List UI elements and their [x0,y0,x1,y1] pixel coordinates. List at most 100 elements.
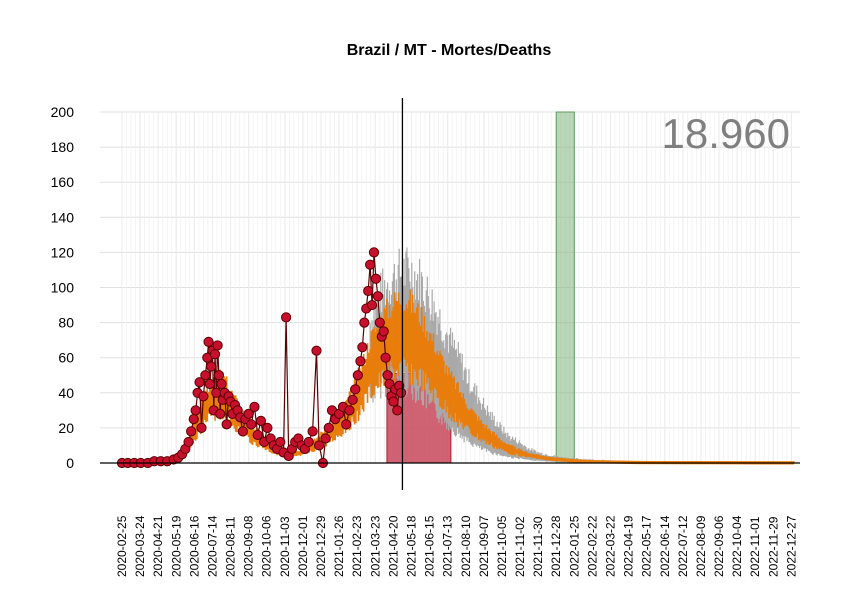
data-point [303,436,314,448]
data-point [359,317,370,328]
x-tick-label: 2022-12-27 [784,515,798,577]
data-point [307,426,318,437]
data-point [237,426,248,437]
data-point [246,419,257,430]
x-tick-label: 2020-08-11 [224,516,238,577]
x-tick-label: 2022-10-04 [730,515,744,577]
data-point [352,370,363,381]
data-point [378,326,389,337]
data-point [388,396,399,407]
x-tick-label: 2022-11-29 [766,516,780,577]
x-tick-label: 2020-05-19 [169,515,183,577]
x-tick-label: 2022-07-12 [676,515,690,577]
x-tick-label: 2021-03-23 [368,515,382,577]
y-tick-label: 60 [58,350,74,366]
data-point [194,377,205,388]
y-tick-label: 0 [66,455,74,471]
x-tick-label: 2020-09-08 [242,515,256,577]
data-point [215,408,226,419]
data-point [188,414,199,425]
x-tick-label: 2022-11-01 [748,516,762,577]
data-point [347,394,358,405]
x-tick-label: 2022-02-22 [585,515,599,577]
x-tick-label: 2021-07-13 [441,515,455,577]
y-tick-label: 200 [51,104,75,120]
data-point [365,259,376,270]
data-point [370,273,382,284]
data-point [396,387,407,398]
axes [100,98,800,490]
data-point [255,415,267,426]
data-point [350,384,361,395]
data-point [183,436,194,448]
y-tick-label: 120 [51,244,75,260]
data-point [281,312,292,323]
x-tick-label: 2021-10-05 [495,515,509,577]
data-point [355,356,366,367]
x-tick-label: 2022-09-06 [712,515,726,577]
y-axis-ticks: 0 20 40 60 80 100 120 140 160 180 200 [51,104,75,471]
data-point [190,405,201,416]
data-point [249,401,260,412]
data-point [186,426,197,437]
data-point [344,405,355,416]
y-tick-label: 40 [58,385,74,401]
data-point [374,317,385,328]
data-point [204,378,215,390]
x-tick-label: 2021-01-26 [332,515,346,577]
y-tick-label: 80 [58,315,74,331]
data-point [363,285,374,297]
data-point [200,370,211,381]
data-point [341,419,352,430]
x-tick-label: 2020-11-03 [278,516,292,577]
x-tick-label: 2020-07-14 [205,515,219,577]
data-point [382,370,393,381]
x-tick-label: 2021-12-28 [549,515,563,577]
data-point [221,419,232,430]
y-tick-label: 100 [51,280,75,296]
x-tick-label: 2020-10-06 [260,515,274,577]
x-tick-label: 2022-03-22 [603,515,617,577]
data-point [366,299,378,311]
x-tick-label: 2020-12-01 [296,515,310,577]
x-tick-label: 2020-02-25 [115,515,129,577]
x-tick-label: 2020-06-16 [187,515,201,577]
y-tick-label: 140 [51,209,75,225]
data-point [323,422,334,433]
y-tick-label: 180 [51,139,75,155]
data-point [320,433,331,444]
x-tick-label: 2020-03-24 [133,515,147,577]
data-point [262,422,273,433]
x-tick-label: 2021-11-30 [531,516,545,577]
x-tick-label: 2022-04-19 [622,515,636,577]
data-point [313,440,325,451]
data-point [203,336,214,348]
x-tick-label: 2021-08-10 [459,515,473,577]
x-tick-label: 2021-06-15 [423,515,437,577]
green-region [555,111,575,464]
data-point [243,408,254,419]
x-tick-label: 2021-02-23 [350,515,364,577]
data-point [216,378,227,390]
data-point [311,345,322,356]
y-tick-label: 160 [51,174,75,190]
x-axis-ticks: 2020-02-25 2020-03-24 2020-04-21 2020-05-19… [115,515,798,577]
x-tick-label: 2022-05-17 [640,515,654,577]
x-tick-label: 2022-06-14 [658,515,672,577]
x-tick-label: 2020-04-21 [151,515,165,577]
y-tick-label: 20 [58,420,74,436]
data-point [213,370,225,381]
x-tick-label: 2020-12-29 [314,515,328,577]
x-tick-label: 2021-05-18 [404,515,418,577]
data-point [372,291,383,302]
data-point [368,247,380,258]
data-point [212,340,223,351]
data-point [357,342,368,353]
data-point [209,349,221,360]
x-tick-label: 2021-09-07 [477,515,491,577]
x-tick-label: 2021-11-02 [513,516,527,577]
x-tick-label: 2022-08-09 [694,515,708,577]
data-point [198,391,209,402]
data-point [206,361,217,372]
